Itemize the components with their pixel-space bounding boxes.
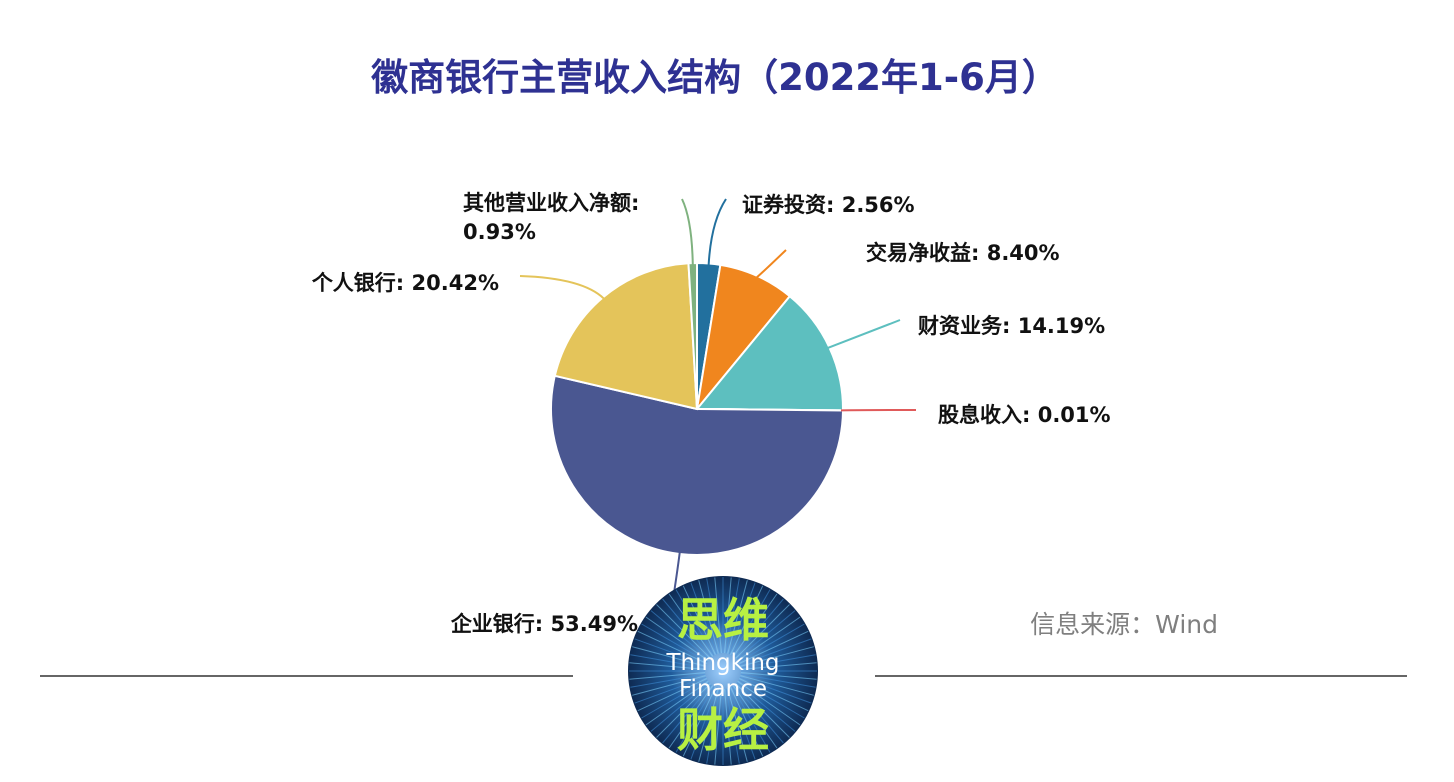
slice-label-7: 其他营业收入净额: 0.93% — [463, 191, 639, 244]
slice-label-1: 证券投资: 2.56% — [742, 193, 915, 217]
slice-label-4: 股息收入: 0.01% — [938, 403, 1111, 427]
logo-cn-bottom: 财经 — [677, 703, 769, 757]
logo-cn-top: 思维 — [677, 593, 769, 647]
logo-en-line1: Thingking — [665, 650, 779, 676]
leader-line-2 — [755, 249, 787, 279]
slice-label-6: 个人银行: 20.42% — [312, 271, 499, 295]
slice-label-2: 交易净收益: 8.40% — [866, 241, 1060, 265]
leader-lines — [519, 198, 917, 607]
leader-line-6 — [519, 275, 605, 300]
slice-label-5: 企业银行: 53.49% — [450, 612, 638, 636]
leader-line-1 — [707, 198, 727, 266]
pie-slices — [550, 261, 845, 556]
slice-labels: 证券投资: 2.56% 交易净收益: 8.40% 财资业务: 14.19% 股息收入:… — [312, 191, 1111, 636]
leader-line-7 — [681, 198, 694, 266]
leader-line-3 — [827, 319, 901, 350]
logo-en-line2: Finance — [679, 676, 767, 702]
slice-label-3: 财资业务: 14.19% — [918, 314, 1105, 338]
thinking-finance-logo: 思维 Thingking Finance 财经 — [628, 576, 818, 766]
chart-title: 徽商银行主营收入结构（2022年1-6月） — [370, 56, 1059, 99]
source-note: 信息来源：Wind — [1030, 610, 1218, 639]
